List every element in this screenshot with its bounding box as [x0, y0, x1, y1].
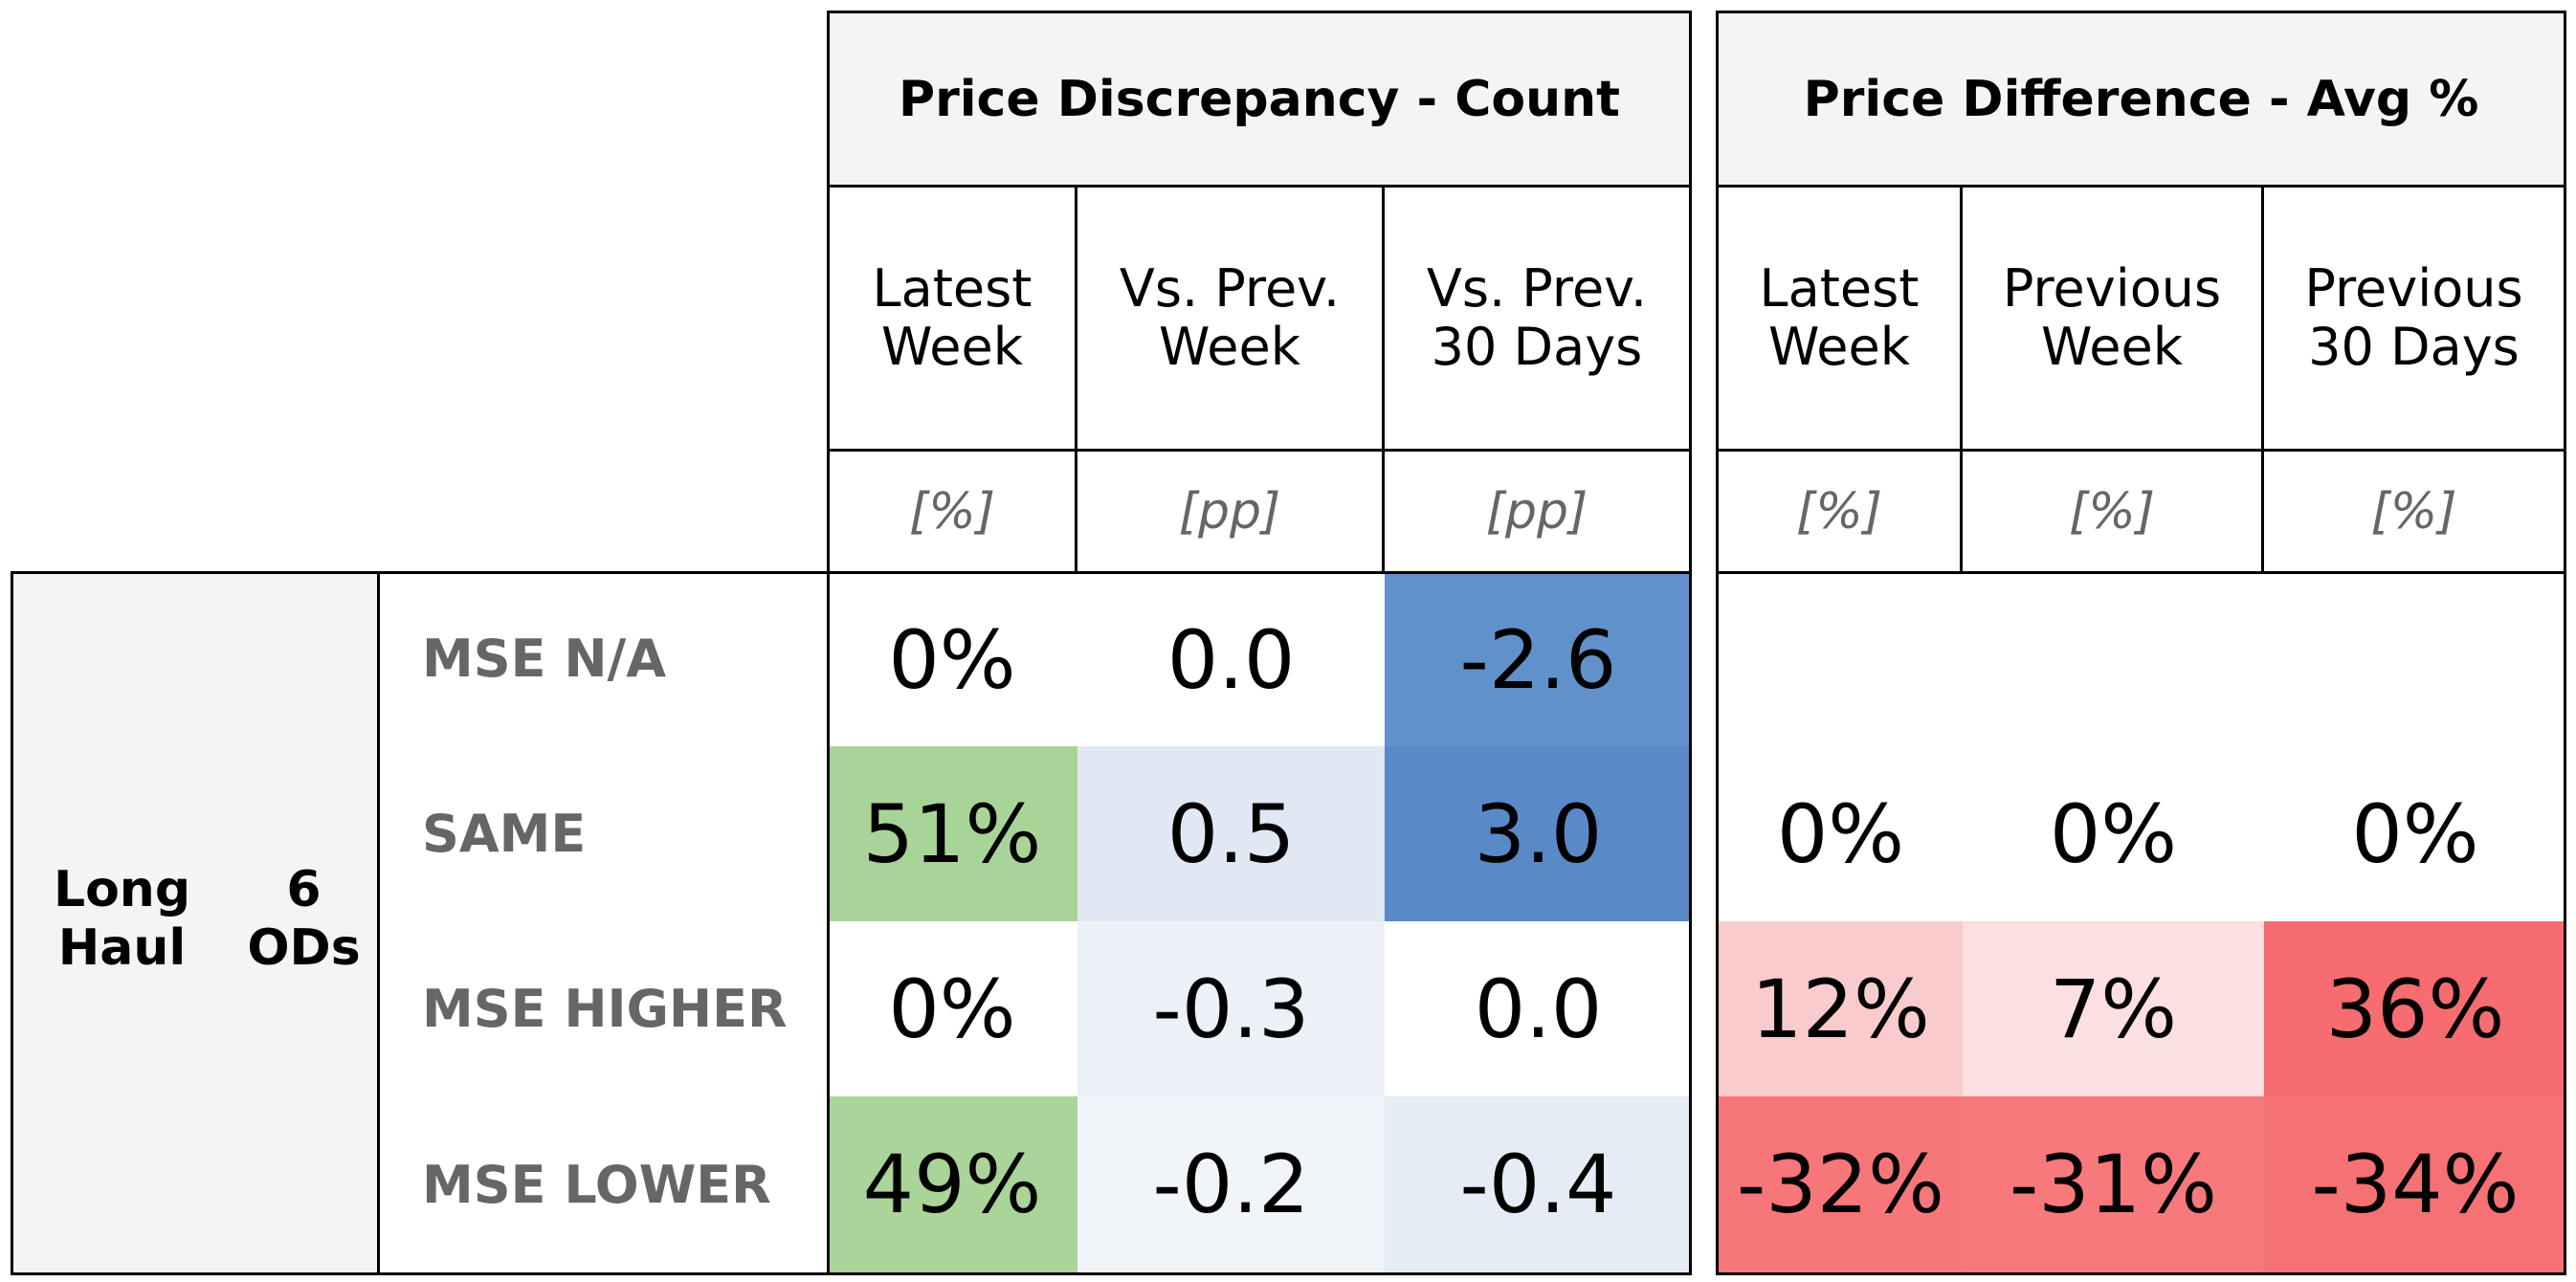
data-cell: 0.5: [1077, 746, 1385, 921]
data-cell: 36%: [2264, 921, 2566, 1096]
left-table-border: [11, 571, 1692, 1275]
unit-label: [%]: [827, 449, 1077, 574]
col-header-latest-week-count: Latest Week: [827, 185, 1077, 452]
right-table-border: [1716, 571, 2566, 1275]
data-cell: 0%: [1719, 746, 1963, 921]
group-header-title: Price Discrepancy - Count: [898, 70, 1621, 128]
data-cell: [2264, 574, 2566, 746]
data-cell: -31%: [1963, 1096, 2264, 1272]
unit-label: [%]: [2261, 449, 2566, 574]
data-cell: [1719, 574, 1963, 746]
row-label-mse-higher: MSE HIGHER: [422, 979, 788, 1039]
data-cell: -34%: [2264, 1096, 2566, 1272]
data-cell: 0%: [827, 574, 1077, 746]
data-cell: 7%: [1963, 921, 2264, 1096]
data-cell: 3.0: [1385, 746, 1692, 921]
divider-line: [827, 571, 830, 1275]
col-header-previous-30-days: Previous 30 Days: [2261, 185, 2566, 452]
data-cell: -32%: [1719, 1096, 1963, 1272]
data-cell: -2.6: [1385, 574, 1692, 746]
data-cell: -0.4: [1385, 1096, 1692, 1272]
group-header-price-difference: Price Difference - Avg %: [1716, 11, 2566, 188]
data-cell: -0.3: [1077, 921, 1385, 1096]
data-cell: 0.0: [1077, 574, 1385, 746]
col-header-vs-prev-week: Vs. Prev. Week: [1075, 185, 1385, 452]
col-header-vs-prev-30-days: Vs. Prev. 30 Days: [1382, 185, 1692, 452]
data-cell: -0.2: [1077, 1096, 1385, 1272]
row-group-label-haul: Long Haul: [53, 861, 191, 978]
row-group-label-ods: 6 ODs: [247, 861, 361, 978]
col-header-latest-week-avg: Latest Week: [1716, 185, 1963, 452]
unit-label: [%]: [1960, 449, 2264, 574]
data-cell: 51%: [827, 746, 1077, 921]
data-cell: 49%: [827, 1096, 1077, 1272]
row-group-cell: [11, 571, 380, 1272]
row-label-same: SAME: [422, 804, 587, 864]
unit-label: [%]: [1716, 449, 1963, 574]
group-header-price-discrepancy: Price Discrepancy - Count: [827, 11, 1692, 188]
data-cell: [1963, 574, 2264, 746]
group-header-title: Price Difference - Avg %: [1803, 70, 2479, 128]
divider-line: [377, 571, 380, 1275]
data-cell: 0.0: [1385, 921, 1692, 1096]
col-header-previous-week: Previous Week: [1960, 185, 2264, 452]
data-cell: 0%: [2264, 746, 2566, 921]
data-cell: 12%: [1719, 921, 1963, 1096]
data-cell: 0%: [827, 921, 1077, 1096]
unit-label: [pp]: [1382, 449, 1692, 574]
data-cell: 0%: [1963, 746, 2264, 921]
row-label-mse-na: MSE N/A: [422, 629, 667, 689]
unit-label: [pp]: [1075, 449, 1385, 574]
row-label-mse-lower: MSE LOWER: [422, 1154, 771, 1215]
